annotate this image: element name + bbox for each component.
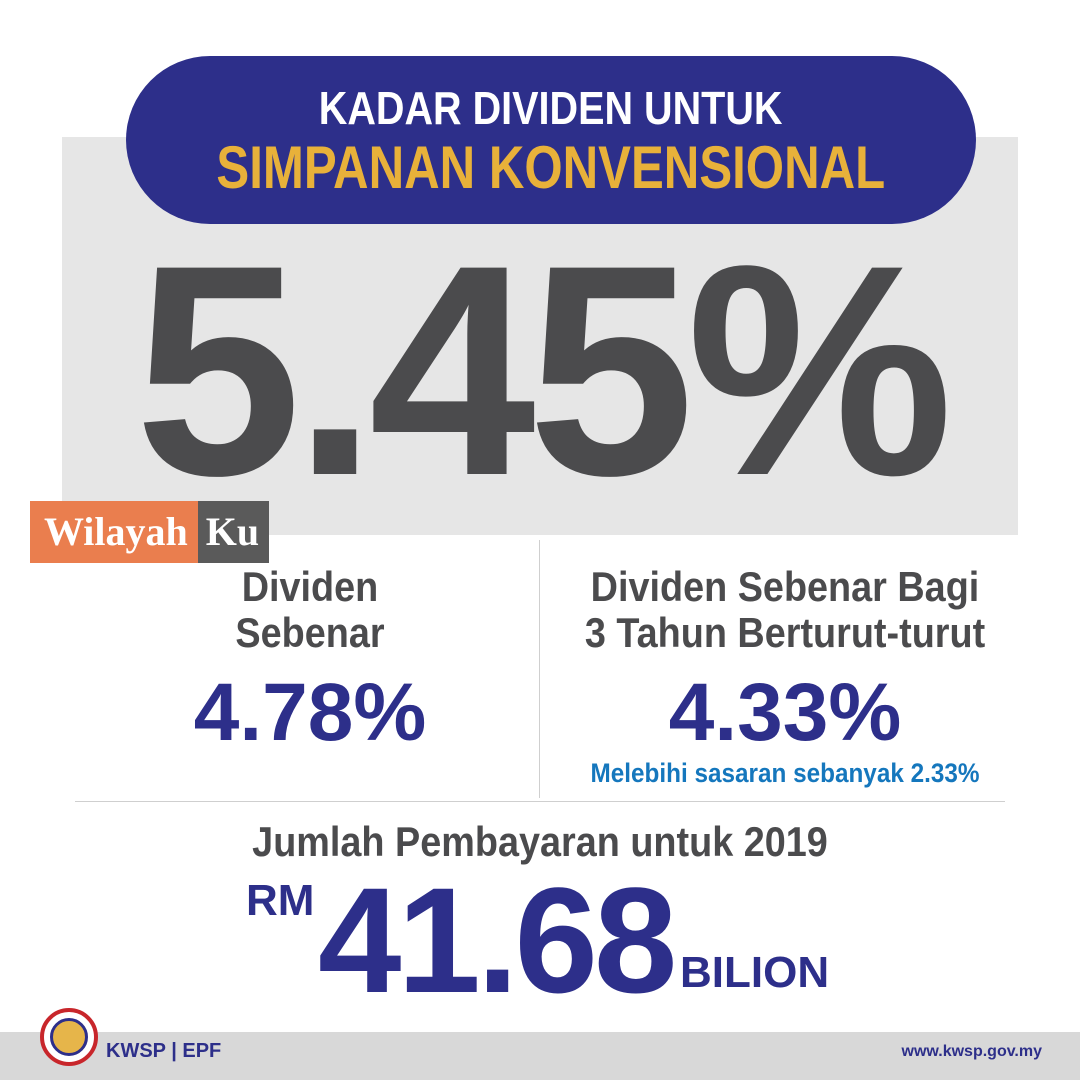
kwsp-logo-icon xyxy=(40,1008,98,1066)
right-stat-value: 4.33% xyxy=(668,667,902,758)
left-stat-title-line-2: Sebenar xyxy=(235,609,385,656)
total-payment-label: Jumlah Pembayaran untuk 2019 xyxy=(252,818,828,865)
title-banner: KADAR DIVIDEN UNTUK SIMPANAN KONVENSIONA… xyxy=(126,56,976,224)
title-line-1: KADAR DIVIDEN UNTUK xyxy=(319,82,783,134)
left-stat-value: 4.78% xyxy=(193,667,427,758)
title-line-2: SIMPANAN KONVENSIONAL xyxy=(216,134,886,201)
footer-url[interactable]: www.kwsp.gov.my xyxy=(901,1043,1042,1060)
total-payment-amount: 41.68 xyxy=(318,856,677,1024)
right-stat-block: Dividen Sebenar Bagi 3 Tahun Berturut-tu… xyxy=(545,564,1025,789)
left-stat-title-line-1: Dividen xyxy=(241,563,379,610)
left-stat-block: Dividen Sebenar 4.78% xyxy=(150,564,470,756)
total-currency: RM xyxy=(246,876,315,925)
right-stat-title-line-2: 3 Tahun Berturut-turut xyxy=(584,609,986,656)
footer-bar xyxy=(0,1032,1080,1080)
kwsp-logo-emblem xyxy=(50,1018,88,1056)
wilayahku-watermark: Wilayah Ku xyxy=(30,501,270,563)
watermark-part-1: Wilayah xyxy=(30,501,198,563)
column-divider xyxy=(539,540,540,798)
total-unit: BILION xyxy=(680,948,830,997)
watermark-part-2: Ku xyxy=(197,501,270,563)
section-divider xyxy=(75,801,1005,802)
headline-dividend-rate: 5.45% xyxy=(134,202,954,538)
footer-brand: KWSP | EPF xyxy=(106,1040,222,1062)
right-stat-note: Melebihi sasaran sebanyak 2.33% xyxy=(590,758,980,788)
right-stat-title-line-1: Dividen Sebenar Bagi xyxy=(590,563,980,610)
